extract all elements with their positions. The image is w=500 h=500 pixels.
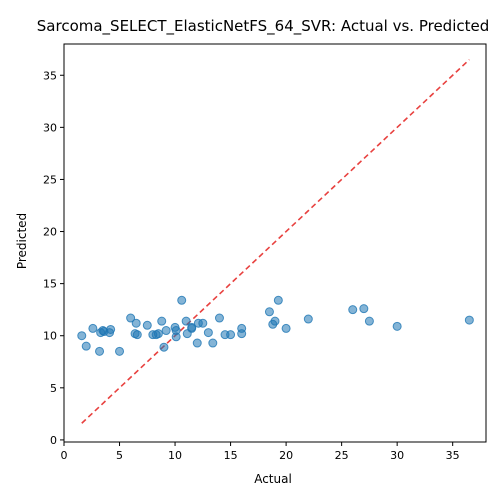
x-tick-label: 20 bbox=[279, 449, 293, 462]
x-tick-label: 35 bbox=[446, 449, 460, 462]
data-point bbox=[177, 295, 187, 305]
y-tick-label: 35 bbox=[43, 69, 57, 82]
x-axis-ticks: 0 5 10 15 20 25 30 35 bbox=[61, 442, 460, 462]
data-point bbox=[359, 304, 369, 314]
data-point bbox=[464, 315, 474, 325]
data-point bbox=[159, 342, 169, 352]
x-tick-label: 25 bbox=[335, 449, 349, 462]
x-tick-label: 0 bbox=[61, 449, 68, 462]
data-point bbox=[198, 318, 208, 328]
y-axis-label: Predicted bbox=[15, 213, 29, 269]
data-point bbox=[273, 295, 283, 305]
data-point bbox=[392, 321, 402, 331]
data-point bbox=[226, 330, 236, 340]
y-axis-ticks: 0 5 10 15 20 25 30 35 bbox=[43, 69, 64, 447]
x-tick-label: 15 bbox=[224, 449, 238, 462]
data-point bbox=[131, 318, 141, 328]
y-tick-label: 0 bbox=[50, 434, 57, 447]
data-point bbox=[115, 346, 125, 356]
data-point bbox=[81, 341, 91, 351]
data-point bbox=[348, 305, 358, 315]
y-tick-label: 25 bbox=[43, 173, 57, 186]
y-tick-label: 15 bbox=[43, 278, 57, 291]
x-tick-label: 5 bbox=[116, 449, 123, 462]
y-tick-label: 5 bbox=[50, 382, 57, 395]
chart-title: Sarcoma_SELECT_ElasticNetFS_64_SVR: Actu… bbox=[37, 17, 489, 36]
data-point bbox=[132, 330, 142, 340]
data-point bbox=[106, 324, 116, 334]
axes-frame bbox=[63, 43, 487, 443]
data-point bbox=[161, 326, 171, 336]
data-point bbox=[237, 329, 247, 339]
data-point bbox=[181, 316, 191, 326]
x-tick-label: 30 bbox=[390, 449, 404, 462]
y-tick-label: 10 bbox=[43, 330, 57, 343]
reference-line bbox=[81, 59, 470, 424]
data-point bbox=[187, 322, 197, 332]
data-point bbox=[364, 316, 374, 326]
data-point bbox=[142, 320, 152, 330]
data-point bbox=[264, 307, 274, 317]
data-point bbox=[208, 338, 218, 348]
data-point bbox=[203, 328, 213, 338]
data-point bbox=[126, 313, 136, 323]
data-point bbox=[270, 316, 280, 326]
plot-area bbox=[63, 43, 487, 443]
y-tick-label: 30 bbox=[43, 121, 57, 134]
x-tick-label: 10 bbox=[168, 449, 182, 462]
data-point bbox=[192, 338, 202, 348]
x-axis-label: Actual bbox=[254, 472, 292, 486]
data-point bbox=[88, 323, 98, 333]
data-point bbox=[95, 346, 105, 356]
data-point bbox=[153, 329, 163, 339]
data-point bbox=[281, 323, 291, 333]
data-point bbox=[171, 332, 181, 342]
y-tick-label: 20 bbox=[43, 226, 57, 239]
data-point bbox=[157, 316, 167, 326]
data-point bbox=[303, 314, 313, 324]
data-point bbox=[214, 313, 224, 323]
data-point bbox=[77, 331, 87, 341]
